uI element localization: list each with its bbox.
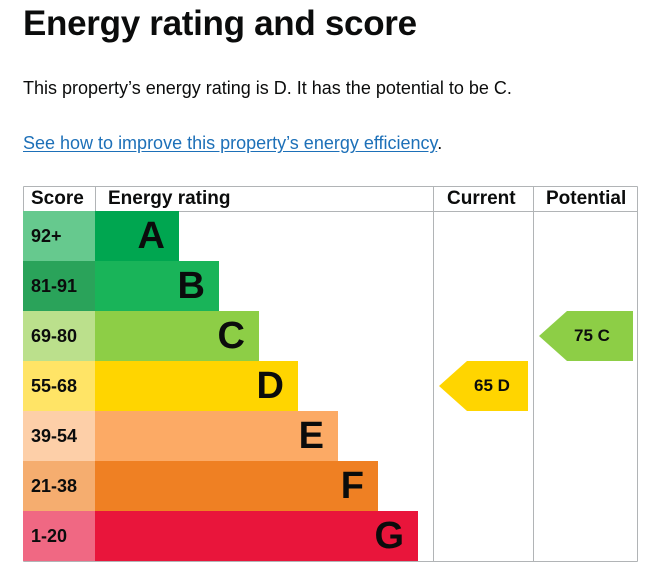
band-bar-b: B bbox=[95, 261, 219, 311]
band-score-e: 39-54 bbox=[23, 411, 95, 461]
current-rating-marker-label: 65 D bbox=[474, 376, 510, 395]
page-title: Energy rating and score bbox=[23, 4, 417, 43]
band-bar-d: D bbox=[95, 361, 298, 411]
band-score-f: 21-38 bbox=[23, 461, 95, 511]
band-bar-g: G bbox=[95, 511, 418, 561]
rating-summary: This property’s energy rating is D. It h… bbox=[23, 78, 512, 98]
band-bar-a: A bbox=[95, 211, 179, 261]
improve-efficiency-link[interactable]: See how to improve this property’s energ… bbox=[23, 133, 438, 153]
potential-rating-marker-label: 75 C bbox=[574, 326, 610, 345]
energy-rating-chart: Score Energy rating Current Potential 92… bbox=[23, 186, 638, 562]
band-bar-c: C bbox=[95, 311, 259, 361]
band-bar-e: E bbox=[95, 411, 338, 461]
band-score-d: 55-68 bbox=[23, 361, 95, 411]
potential-rating-marker-arrow bbox=[539, 311, 633, 361]
band-score-a: 92+ bbox=[23, 211, 95, 261]
header-score: Score bbox=[31, 188, 84, 209]
header-energy-rating: Energy rating bbox=[108, 188, 231, 209]
band-bar-f: F bbox=[95, 461, 378, 511]
header-potential: Potential bbox=[546, 188, 627, 209]
current-rating-marker-arrow bbox=[439, 361, 528, 411]
band-score-g: 1-20 bbox=[23, 511, 95, 561]
band-score-b: 81-91 bbox=[23, 261, 95, 311]
link-suffix: . bbox=[437, 133, 443, 153]
header-current: Current bbox=[447, 188, 516, 209]
improve-link-line: See how to improve this property’s energ… bbox=[23, 133, 442, 154]
chart-grid bbox=[23, 186, 638, 562]
band-score-c: 69-80 bbox=[23, 311, 95, 361]
